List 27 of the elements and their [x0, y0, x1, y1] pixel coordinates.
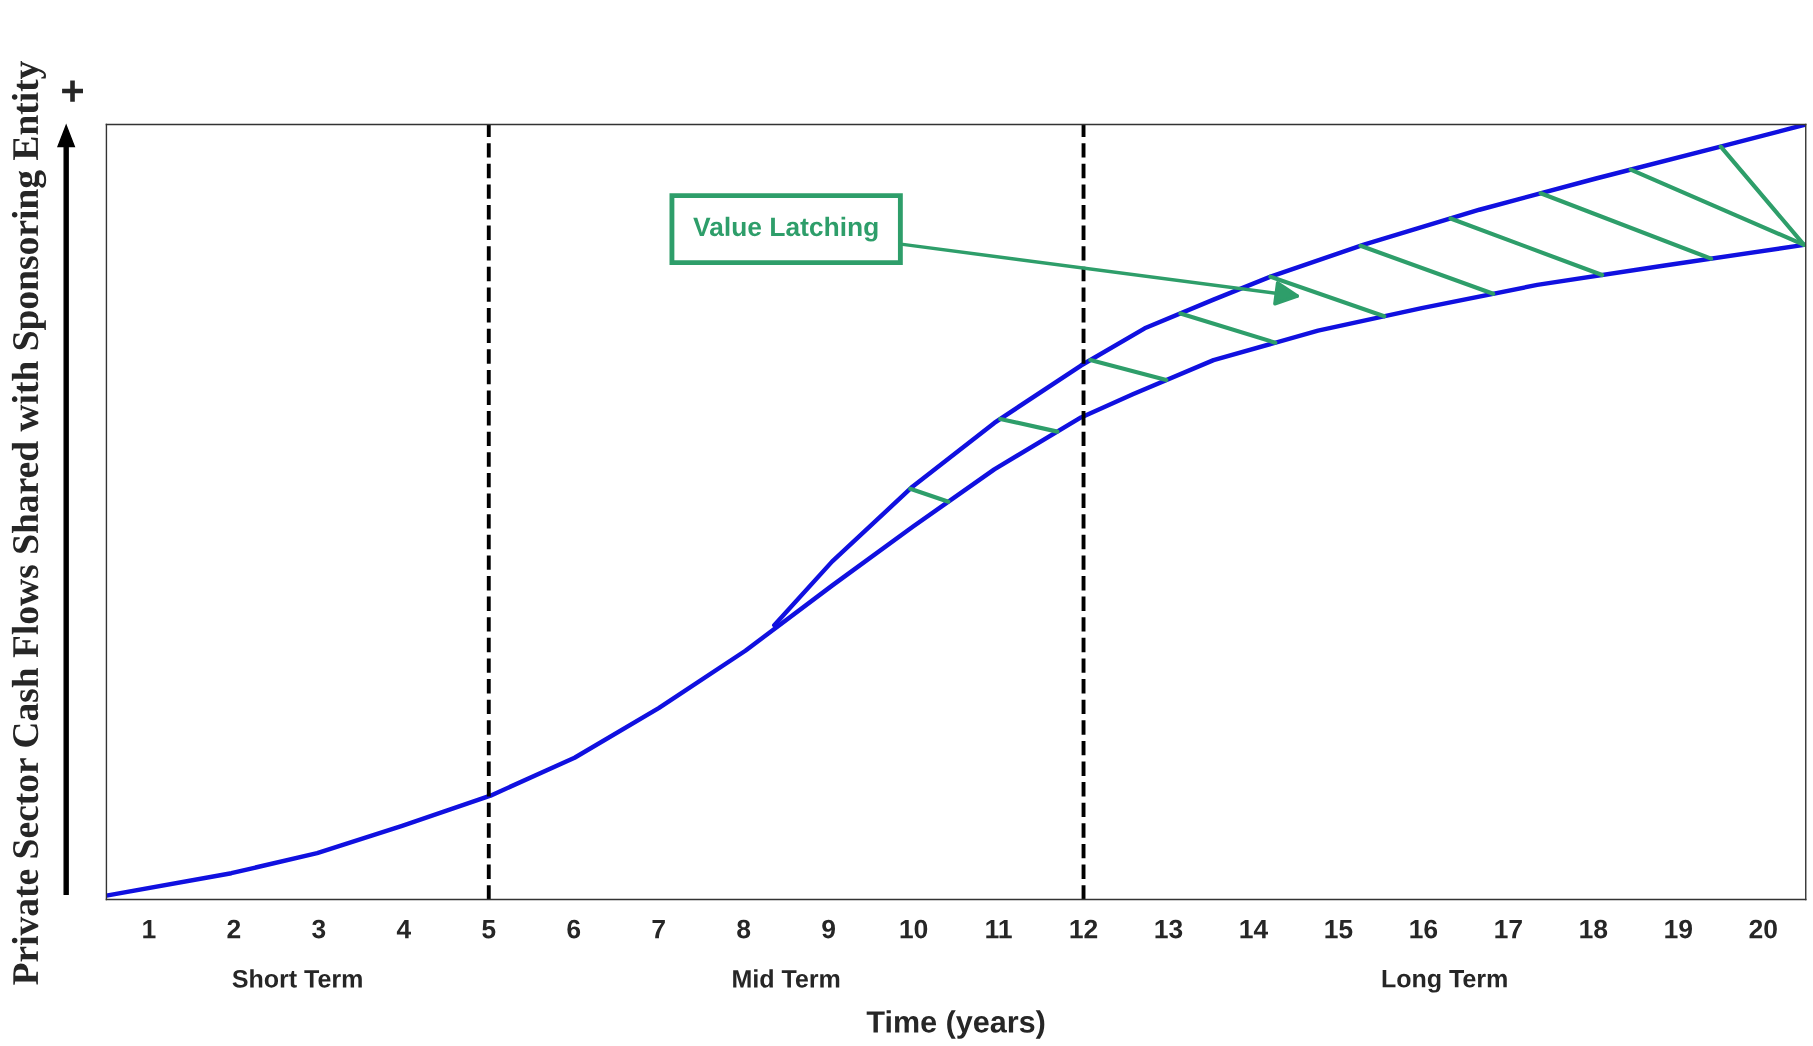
- x-tick-label: 15: [1325, 919, 1353, 939]
- x-tick-label: 4: [396, 919, 411, 939]
- text: Mid Term: [733, 969, 840, 988]
- x-tick-label: 20: [1749, 919, 1777, 939]
- annotation: Value Latching: [693, 216, 878, 242]
- x-tick-label: 2: [227, 919, 241, 939]
- x-tick-label: 9: [822, 919, 835, 939]
- x-tick-label: 3: [312, 919, 326, 939]
- x-tick-label: 13: [1155, 919, 1183, 939]
- x-tick-label: 17: [1495, 919, 1522, 939]
- text: Long Term: [1382, 970, 1507, 993]
- x-tick-label: 16: [1410, 919, 1438, 939]
- x-tick-label: 11: [986, 919, 1012, 939]
- x-tick-label: 6: [567, 919, 581, 939]
- x-tick-label: 10: [900, 919, 928, 939]
- y-axis-title: Private Sector Cash Flows Shared with Sponsoring Entity: [11, 60, 47, 985]
- x-tick-label: 14: [1240, 919, 1268, 939]
- x-axis-title: Time (years): [866, 1010, 1045, 1039]
- x-tick-label: 5: [482, 919, 496, 939]
- x-tick-label: 12: [1070, 919, 1098, 939]
- x-tick-label: 19: [1665, 919, 1692, 939]
- x-tick-label: 8: [737, 919, 751, 939]
- x-tick-label: 7: [652, 919, 665, 939]
- text: Short Term: [232, 969, 362, 988]
- x-tick-label: 18: [1580, 919, 1608, 939]
- x-tick-label: 1: [143, 919, 156, 939]
- text: +: [62, 80, 83, 102]
